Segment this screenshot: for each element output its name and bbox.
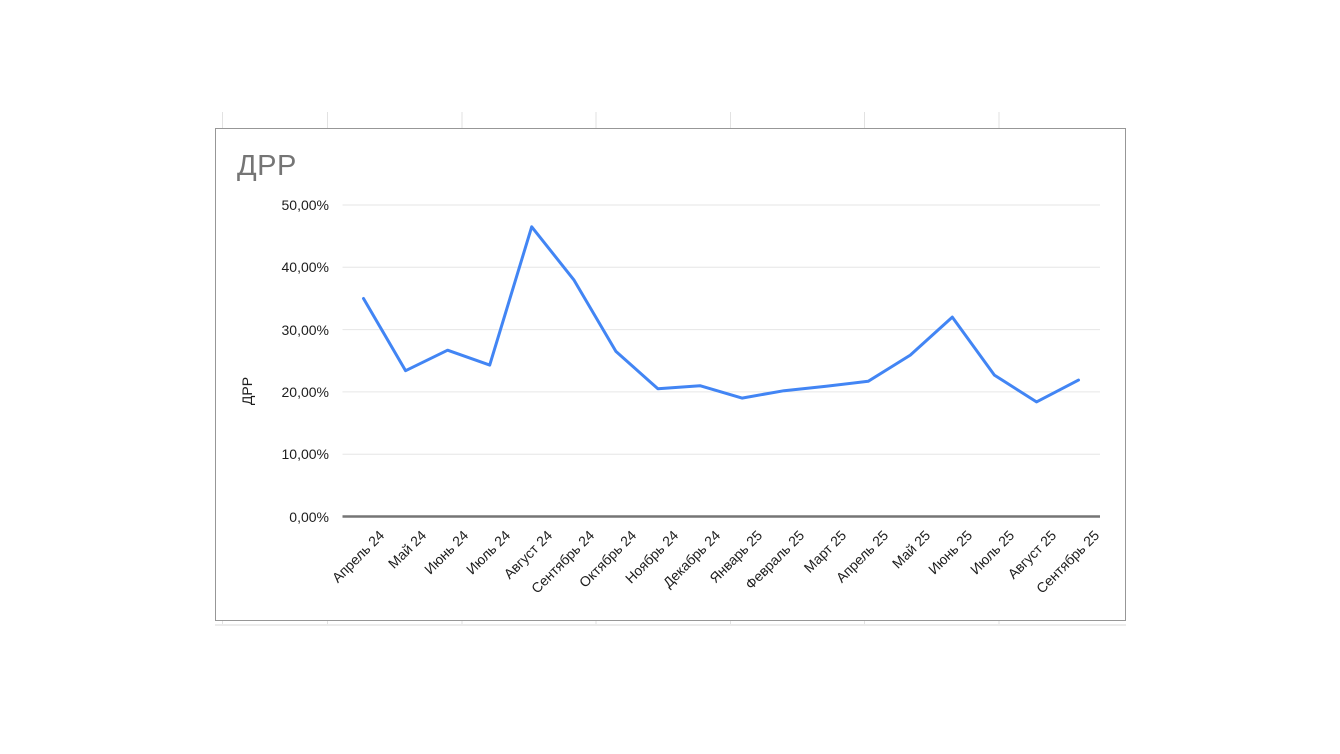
chart-card[interactable]: ДРР ДРР 0,00% 10,00% 20,00% 30,00% 40,00% 50,… [215, 128, 1126, 621]
spreadsheet-gridlines-bottom [215, 621, 1126, 626]
spreadsheet-gridlines-top [215, 112, 1126, 128]
chart-title: ДРР [237, 150, 297, 182]
line-chart-plot [342, 204, 1100, 518]
series-line [362, 225, 1080, 404]
